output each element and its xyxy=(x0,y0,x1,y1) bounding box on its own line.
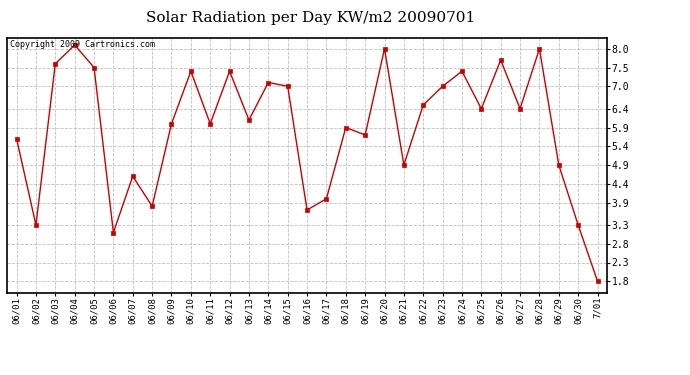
Text: Solar Radiation per Day KW/m2 20090701: Solar Radiation per Day KW/m2 20090701 xyxy=(146,11,475,25)
Text: Copyright 2009 Cartronics.com: Copyright 2009 Cartronics.com xyxy=(10,40,155,49)
